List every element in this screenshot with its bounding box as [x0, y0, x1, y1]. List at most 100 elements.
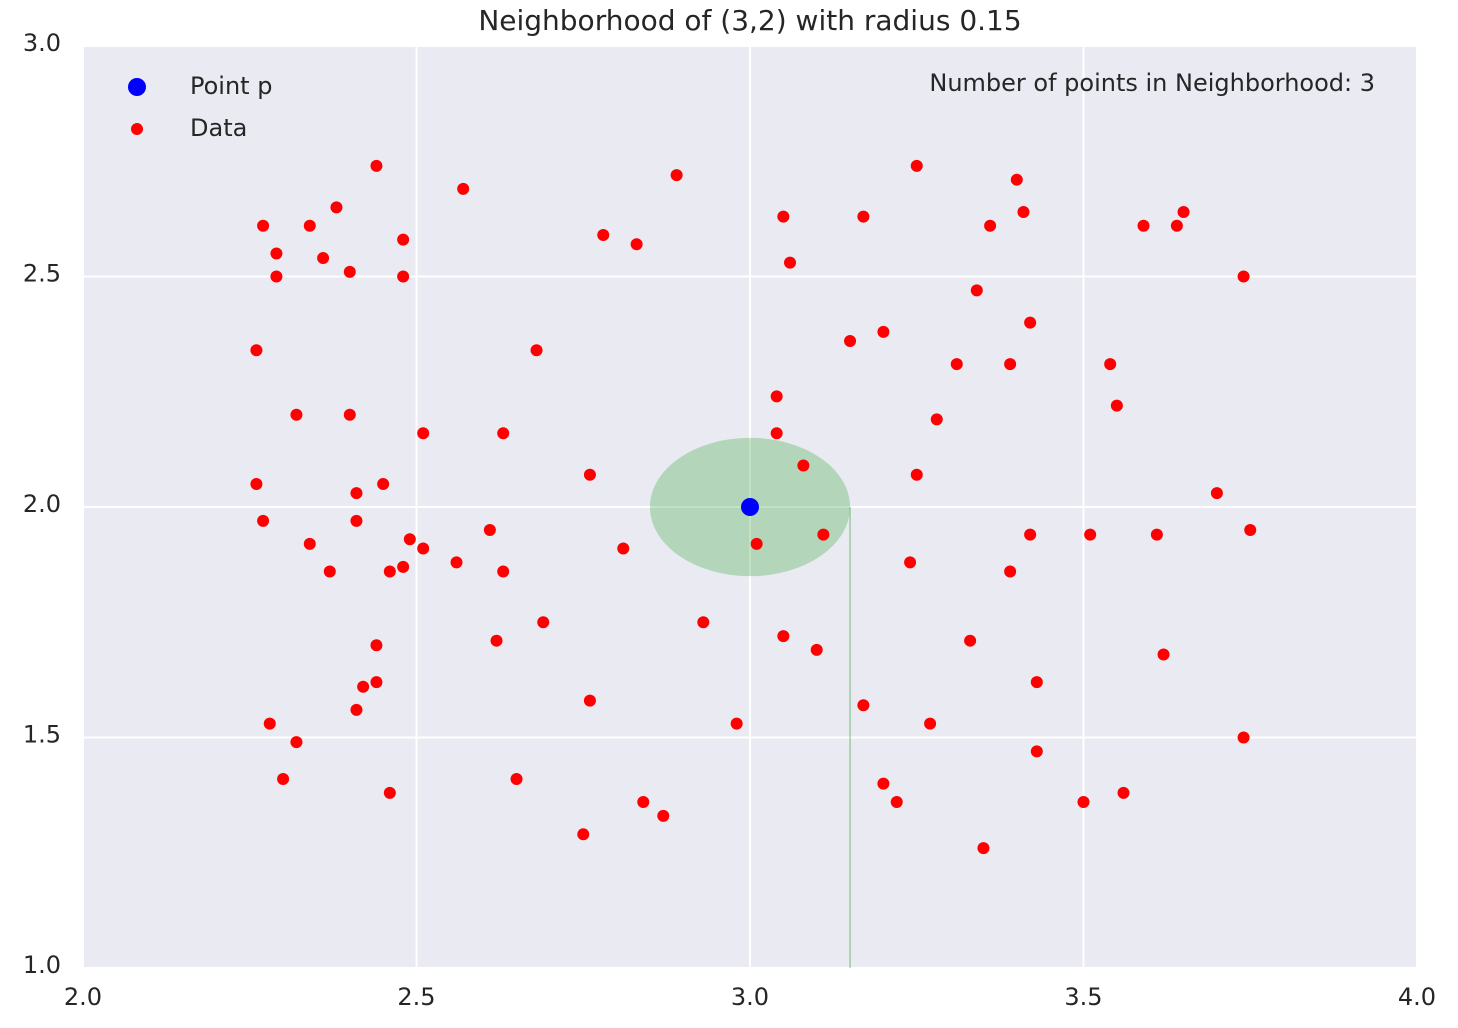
data-point	[457, 182, 470, 195]
data-point	[1237, 270, 1250, 283]
data-point	[750, 537, 763, 550]
data-point	[1077, 796, 1090, 809]
data-point	[1177, 205, 1190, 218]
data-point	[397, 270, 410, 283]
data-point	[250, 477, 263, 490]
legend-label: Point p	[190, 72, 272, 100]
data-point	[930, 413, 943, 426]
y-tick-label: 1.5	[23, 721, 61, 749]
data-point	[330, 201, 343, 214]
data-point	[277, 772, 290, 785]
data-point	[1017, 205, 1030, 218]
data-point	[984, 219, 997, 232]
data-point	[1170, 219, 1183, 232]
legend-label: Data	[190, 114, 247, 142]
marks	[250, 159, 1257, 968]
x-tick-label: 2.5	[397, 983, 435, 1011]
data-point	[950, 358, 963, 371]
data-point	[270, 270, 283, 283]
data-point	[890, 796, 903, 809]
data-point	[924, 717, 937, 730]
data-point	[1104, 358, 1117, 371]
data-point	[303, 537, 316, 550]
data-point	[977, 842, 990, 855]
data-point	[270, 247, 283, 260]
data-point	[490, 634, 503, 647]
data-point	[350, 514, 363, 527]
data-point	[1117, 786, 1130, 799]
data-point	[910, 159, 923, 172]
data-point	[303, 219, 316, 232]
data-point	[1024, 528, 1037, 541]
labels: 2.0 2.5 3.0 3.5 4.0 1.0 1.5 2.0 2.5 3.0 Point p Dat…	[23, 29, 1436, 1011]
x-tick-label: 3.0	[731, 983, 769, 1011]
data-point	[317, 252, 330, 265]
data-point	[1004, 358, 1017, 371]
data-point	[1210, 487, 1223, 500]
data-point	[290, 736, 303, 749]
data-point	[1150, 528, 1163, 541]
data-point	[857, 699, 870, 712]
data-point	[1157, 648, 1170, 661]
data-point	[964, 634, 977, 647]
data-point	[537, 616, 550, 629]
data-point	[844, 335, 857, 348]
chart-title: Neighborhood of (3,2) with radius 0.15	[478, 4, 1021, 37]
data-point	[350, 487, 363, 500]
data-point	[403, 533, 416, 546]
data-point	[630, 238, 643, 251]
data-point	[770, 390, 783, 403]
y-tick-label: 1.0	[23, 951, 61, 979]
data-point	[370, 159, 383, 172]
data-point	[370, 639, 383, 652]
data-point	[1084, 528, 1097, 541]
data-point	[257, 514, 270, 527]
legend-marker	[131, 123, 143, 135]
x-tick-label: 4.0	[1398, 983, 1436, 1011]
annotation: Number of points in Neighborhood: 3	[929, 69, 1375, 97]
data-point	[450, 556, 463, 569]
data-point	[377, 477, 390, 490]
data-point	[497, 565, 510, 578]
y-tick-label: 2.5	[23, 260, 61, 288]
data-point	[970, 284, 983, 297]
data-point	[343, 408, 356, 421]
data-point	[397, 560, 410, 573]
x-tick-label: 3.5	[1064, 983, 1102, 1011]
data-point	[877, 777, 890, 790]
data-point	[417, 542, 430, 555]
data-point	[583, 468, 596, 481]
data-point	[657, 809, 670, 822]
data-point	[810, 643, 823, 656]
data-point	[904, 556, 917, 569]
data-point	[583, 694, 596, 707]
data-point	[1110, 399, 1123, 412]
data-point	[1010, 173, 1023, 186]
data-point	[1030, 676, 1043, 689]
data-point	[777, 630, 790, 643]
data-point	[530, 344, 543, 357]
legend-marker	[128, 78, 146, 96]
data-point	[397, 233, 410, 246]
data-point	[483, 524, 496, 537]
data-point	[670, 169, 683, 182]
data-point	[250, 344, 263, 357]
data-point	[1024, 316, 1037, 329]
data-point	[877, 325, 890, 338]
data-point	[1030, 745, 1043, 758]
data-point	[383, 565, 396, 578]
data-point	[741, 498, 759, 516]
data-point	[290, 408, 303, 421]
data-point	[857, 210, 870, 223]
data-point	[577, 828, 590, 841]
data-point	[617, 542, 630, 555]
data-point	[730, 717, 743, 730]
data-point	[350, 703, 363, 716]
data-point	[910, 468, 923, 481]
data-point	[497, 427, 510, 440]
data-point	[697, 616, 710, 629]
data-point	[797, 459, 810, 472]
data-point	[417, 427, 430, 440]
